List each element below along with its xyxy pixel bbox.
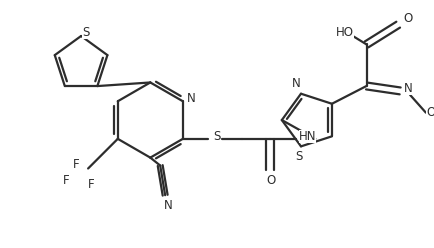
Text: N: N	[186, 92, 195, 105]
Text: F: F	[73, 158, 79, 171]
Text: N: N	[404, 82, 412, 95]
Text: O: O	[404, 12, 413, 25]
Text: HN: HN	[299, 130, 316, 143]
Text: O: O	[266, 174, 276, 187]
Text: HO: HO	[336, 26, 354, 39]
Text: F: F	[63, 174, 70, 187]
Text: S: S	[213, 130, 220, 143]
Text: N: N	[164, 199, 172, 212]
Text: F: F	[88, 178, 94, 191]
Text: S: S	[295, 150, 302, 163]
Text: S: S	[82, 26, 90, 38]
Text: O: O	[426, 106, 434, 119]
Text: N: N	[292, 77, 300, 90]
